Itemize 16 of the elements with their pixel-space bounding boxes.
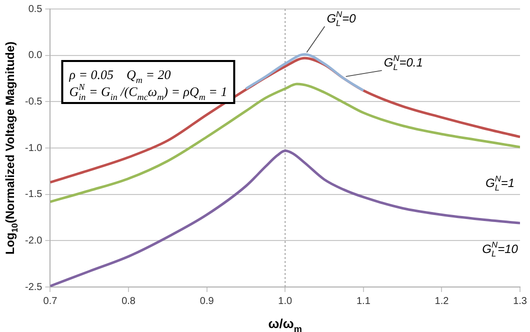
y-tick-label: -1.0	[24, 142, 43, 154]
x-tick-label: 1.2	[434, 296, 450, 307]
line-series	[244, 53, 365, 92]
y-tick-label: 0.0	[28, 50, 43, 62]
x-tick-label: 1.0	[278, 296, 293, 307]
x-tick-label: 0.8	[122, 296, 136, 307]
x-tick-label: 0.7	[43, 296, 58, 307]
y-tick-label: -0.5	[24, 96, 43, 108]
x-tick-label: 1.1	[356, 296, 371, 307]
y-tick-label: 0.5	[28, 4, 43, 15]
y-tick-label: -2.0	[24, 235, 43, 246]
y-axis-title: Log10(Normalized Voltage Magnitude)	[3, 41, 20, 255]
x-tick-label: 0.9	[200, 296, 214, 307]
y-tick-label: -1.5	[24, 189, 43, 200]
y-tick-label: -2.5	[24, 282, 43, 293]
x-tick-label: 1.3	[513, 296, 528, 307]
